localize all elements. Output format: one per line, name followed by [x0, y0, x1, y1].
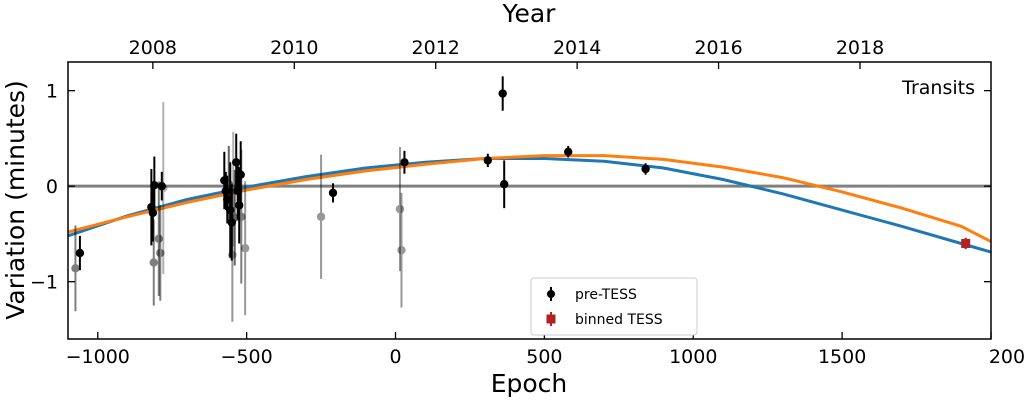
legend-marker — [547, 290, 555, 298]
legend-entry-1: pre-TESS — [547, 287, 637, 303]
pre-tess-point-10 — [159, 102, 168, 275]
x-tick-label: 2000 — [989, 346, 1024, 368]
pre-tess-point-32 — [498, 76, 507, 111]
marker-square — [961, 238, 971, 248]
x-tick-label: −1000 — [66, 346, 130, 368]
marker-circle — [641, 164, 650, 174]
x-tick-label: 500 — [526, 346, 562, 368]
pre-tess-point-35 — [641, 163, 650, 175]
pre-tess-point-24 — [237, 149, 246, 284]
pre-tess-point-30 — [400, 150, 409, 174]
marker-circle — [159, 183, 168, 193]
plot-area-background — [68, 62, 991, 339]
pre-tess-point-29 — [397, 192, 406, 308]
pre-tess-point-25 — [240, 181, 250, 316]
marker-circle — [499, 180, 509, 189]
pre-tess-point-27 — [328, 183, 338, 203]
pre-tess-point-33 — [499, 160, 509, 209]
pre-tess-point-9 — [157, 171, 166, 201]
axis-ticks: −1000 −500 0 500 1000 1500 2000 −1 0 1 2008 2010 201… — [30, 37, 1024, 368]
annotation-transits: Transits — [901, 77, 975, 99]
legend: pre-TESS binned TESS — [530, 277, 698, 336]
top-x-tick-label: 2008 — [129, 37, 177, 59]
legend-label: binned TESS — [575, 312, 663, 328]
marker-circle — [328, 188, 338, 198]
x-tick-label: −500 — [221, 346, 273, 368]
marker-circle — [157, 181, 166, 191]
pre-tess-point-8 — [156, 205, 165, 301]
top-x-tick-label: 2018 — [836, 37, 884, 59]
binned-tess-point-1 — [961, 237, 971, 250]
y-axis-title: Variation (minutes) — [1, 80, 30, 320]
y-tick-label: −1 — [30, 272, 58, 294]
pre-tess-point-6 — [149, 219, 158, 306]
top-x-tick-label: 2014 — [553, 37, 601, 59]
pre-tess-point-34 — [564, 146, 573, 158]
marker-circle — [400, 158, 409, 167]
pre-tess-point-2 — [71, 225, 80, 312]
marker-circle — [75, 248, 85, 258]
marker-circle — [395, 204, 405, 214]
pre-tess-point-26 — [316, 154, 326, 279]
plot-frame — [67, 61, 992, 340]
pre-tess-point-31 — [483, 153, 493, 168]
pre-tess-point-28 — [395, 147, 405, 272]
top-x-axis-title: Year — [502, 0, 557, 28]
pre-tess-point-5 — [150, 156, 159, 214]
x-axis-title: Epoch — [491, 369, 568, 398]
x-tick-label: 1000 — [669, 346, 717, 368]
legend-entry-2: binned TESS — [546, 312, 663, 328]
pre-tess-point-1 — [75, 235, 85, 271]
legend-box — [530, 277, 698, 336]
marker-circle — [149, 258, 158, 267]
marker-circle — [498, 89, 507, 98]
marker-circle — [564, 147, 573, 156]
marker-circle — [483, 156, 493, 165]
top-x-tick-label: 2016 — [694, 37, 742, 59]
top-x-tick-label: 2012 — [412, 37, 460, 59]
top-x-tick-label: 2010 — [270, 37, 318, 59]
y-tick-label: 1 — [46, 81, 58, 103]
marker-circle — [71, 264, 80, 273]
x-tick-label: 0 — [389, 346, 401, 368]
legend-marker — [546, 314, 556, 324]
marker-circle — [154, 234, 164, 243]
marker-circle — [156, 248, 165, 258]
marker-circle — [232, 158, 241, 167]
legend-label: pre-TESS — [575, 287, 637, 303]
y-tick-label: 0 — [46, 176, 58, 198]
marker-circle — [240, 244, 250, 253]
marker-circle — [148, 208, 158, 218]
marker-circle — [316, 212, 326, 221]
data-points — [71, 76, 971, 322]
marker-circle — [150, 181, 159, 190]
x-tick-label: 1500 — [818, 346, 866, 368]
marker-circle — [397, 245, 406, 255]
marker-circle — [237, 212, 246, 221]
